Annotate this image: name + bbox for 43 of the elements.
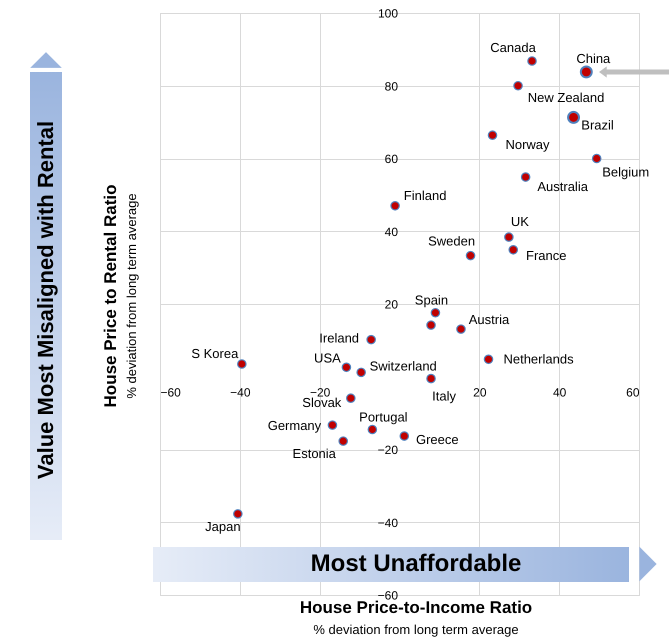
- annotation: UK: [510, 214, 530, 230]
- annotation: Austria: [468, 312, 510, 328]
- annotation: China: [576, 50, 612, 66]
- x-tick-label: −40: [230, 385, 251, 400]
- annotation: France: [526, 248, 566, 263]
- annotation: Belgium: [602, 164, 650, 180]
- y-tick-label: −20: [378, 443, 398, 457]
- annotation: Japan: [205, 518, 241, 534]
- x-tick-label: 20: [473, 385, 487, 400]
- x-tick-label: 60: [626, 385, 640, 400]
- annotation: Brazil: [581, 117, 614, 132]
- annotation: Germany: [268, 418, 322, 434]
- text: % deviation from long term average: [124, 193, 139, 399]
- annotation: New Zealand: [528, 90, 604, 105]
- y-tick-label: −40: [378, 516, 398, 530]
- annotation: Finland: [404, 188, 446, 203]
- annotation: USA: [314, 350, 342, 366]
- y-tick-label: 100: [378, 6, 398, 20]
- annotation: Netherlands: [503, 351, 574, 366]
- annotation: Switzerland: [370, 358, 437, 374]
- x-tick-label: 40: [552, 385, 567, 400]
- annotation: Norway: [505, 137, 550, 152]
- annotation: Sweden: [428, 234, 476, 249]
- annotation: Canada: [490, 40, 537, 56]
- annotation: Ireland: [319, 330, 360, 346]
- text: % deviation from long term average: [313, 622, 519, 637]
- annotation: Italy: [432, 388, 456, 404]
- x-tick-label: −60: [160, 385, 182, 400]
- annotation: Australia: [537, 179, 589, 194]
- y-tick-label: 80: [384, 79, 398, 94]
- y-tick-label: −60: [378, 588, 398, 602]
- annotation: Estonia: [292, 446, 337, 462]
- annotation: Most Unaffordable: [310, 550, 522, 577]
- text: Value Most Misaligned with Rental: [33, 120, 58, 480]
- annotation: S Korea: [191, 346, 240, 362]
- y-tick-label: 60: [384, 152, 398, 166]
- annotation: Slovak: [302, 395, 342, 410]
- y-axis-title: House Price to Rental Ratio: [101, 184, 120, 408]
- annotation: Greece: [416, 432, 459, 448]
- annotation: Spain: [414, 292, 448, 308]
- y-tick-label: 40: [384, 224, 398, 239]
- y-tick-label: 20: [384, 298, 398, 312]
- annotation: Portugal: [359, 409, 408, 424]
